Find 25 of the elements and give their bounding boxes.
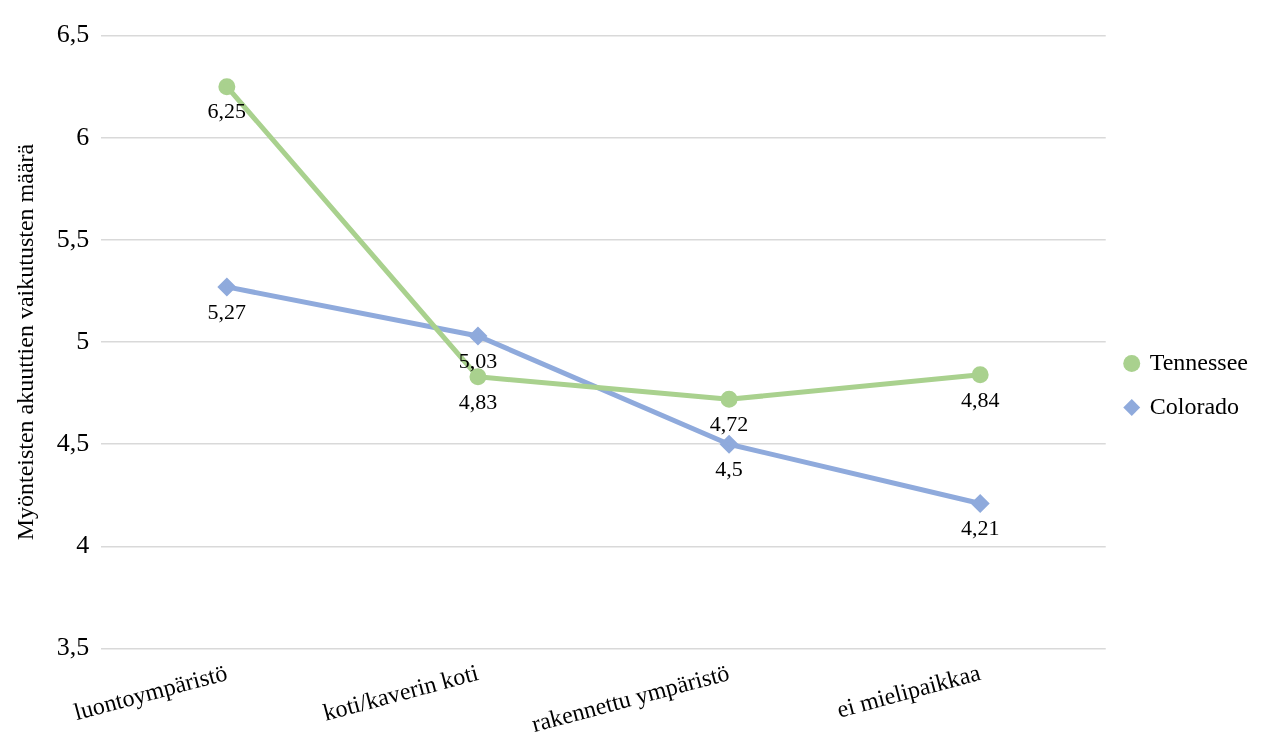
data-label: 4,72 <box>709 411 749 437</box>
y-tick-label: 6 <box>76 121 90 151</box>
point <box>218 78 236 96</box>
point <box>971 495 989 512</box>
point <box>720 390 738 408</box>
data-label: 4,5 <box>715 456 743 482</box>
y-tick-label: 5,5 <box>56 223 90 253</box>
y-tick-label: 3,5 <box>56 632 90 662</box>
y-axis-title: Myönteisten akuuttien vaikutusten määrä <box>11 143 38 541</box>
y-tick-label: 6,5 <box>56 19 90 49</box>
y-tick-label: 4 <box>76 530 90 560</box>
y-tick-label: 5 <box>76 325 90 355</box>
point <box>469 327 487 345</box>
data-label: 4,84 <box>960 386 1000 412</box>
point <box>971 366 989 384</box>
data-label: 4,83 <box>458 388 498 414</box>
data-label: 6,25 <box>207 98 247 124</box>
y-tick-label: 4,5 <box>56 428 90 458</box>
point <box>218 278 236 296</box>
legend-label: Tennessee <box>1149 348 1249 375</box>
data-label: 4,21 <box>960 515 1000 541</box>
data-label: 5,03 <box>458 347 498 373</box>
legend-label: Colorado <box>1149 392 1240 419</box>
data-label: 5,27 <box>207 298 247 324</box>
point <box>720 435 738 453</box>
